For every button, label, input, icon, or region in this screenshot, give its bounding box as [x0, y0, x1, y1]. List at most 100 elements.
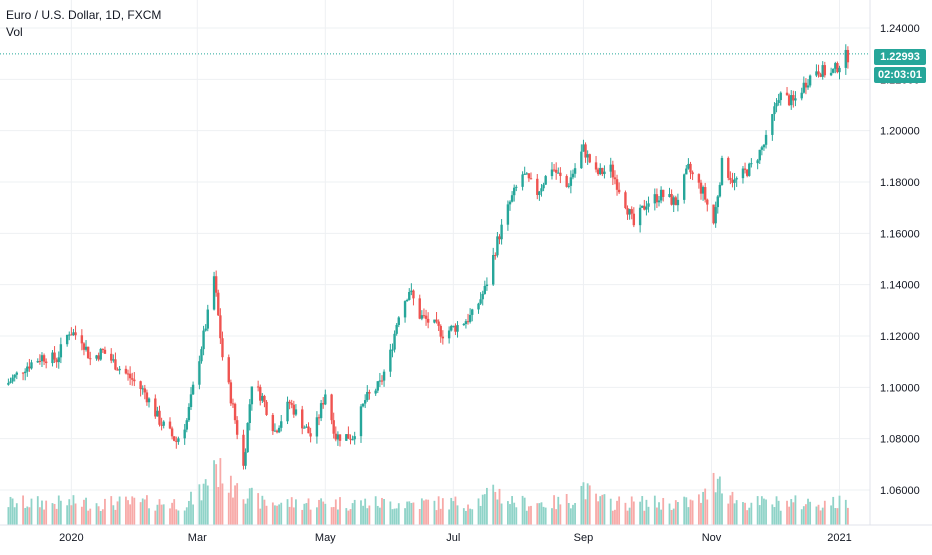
volume-bar: [618, 496, 621, 525]
volume-bar: [391, 509, 394, 525]
volume-bar: [674, 500, 677, 525]
volume-bar: [116, 501, 119, 525]
volume-bar: [427, 499, 430, 525]
volume-bar: [43, 509, 45, 525]
volume-bar: [832, 496, 835, 525]
volume-bar: [802, 506, 805, 525]
candle-body: [162, 421, 165, 426]
volume-bar: [847, 507, 849, 525]
volume-bar: [347, 510, 350, 525]
volume-bar: [660, 509, 663, 525]
volume-bar: [481, 494, 484, 525]
candle-body: [154, 398, 157, 417]
volume-bar: [572, 504, 574, 525]
candle-body: [7, 382, 10, 385]
volume-bar: [26, 506, 29, 525]
candle-body: [741, 168, 745, 179]
candle-body: [802, 82, 806, 93]
volume-bar: [553, 495, 555, 525]
candle-body: [51, 352, 54, 364]
candle-body: [307, 426, 310, 434]
time-axis[interactable]: 2020 Mar May Jul Sep Nov 2021: [0, 524, 932, 544]
volume-bar: [702, 491, 704, 525]
candle-body: [790, 95, 793, 106]
candle-body: [99, 348, 102, 360]
candle-body: [714, 207, 717, 224]
volume-bar: [353, 499, 356, 525]
candle-body: [405, 299, 409, 302]
candle-body: [139, 381, 142, 389]
candle-body: [573, 168, 577, 174]
volume-bar: [389, 501, 392, 525]
volume-bar: [830, 505, 833, 525]
candle-body: [829, 72, 833, 76]
candle-body: [492, 255, 495, 285]
candle-body: [712, 204, 715, 224]
candle-body: [435, 319, 438, 322]
volume-bar: [538, 503, 541, 525]
candle-body: [733, 179, 736, 183]
candle-body: [116, 369, 119, 371]
candle-body: [204, 328, 207, 331]
candle-body: [529, 178, 533, 180]
candle-body: [68, 334, 71, 336]
volume-bar: [792, 502, 795, 525]
time-tick-label: Jul: [446, 532, 460, 544]
volume-bar: [274, 505, 276, 525]
volume-bar: [204, 479, 207, 525]
candle-body: [40, 355, 44, 362]
candle-body: [286, 401, 289, 422]
volume-bar: [80, 506, 83, 525]
price-tick-label: 1.14000: [880, 280, 920, 292]
candle-body: [349, 438, 352, 440]
candle-body: [277, 427, 281, 433]
candle-body: [206, 309, 209, 329]
candle-body: [89, 358, 92, 360]
volume-bar: [200, 500, 203, 525]
candle-body: [567, 185, 570, 187]
candle-body: [506, 204, 510, 225]
candle-body: [21, 372, 25, 374]
candle-body: [689, 163, 692, 173]
volume-bar: [800, 509, 803, 525]
candle-body: [309, 433, 312, 437]
volume-bar: [523, 497, 526, 525]
volume-bar: [85, 497, 87, 525]
candle-body: [540, 188, 543, 192]
price-axis[interactable]: 1.240001.220001.200001.180001.160001.140…: [869, 0, 920, 525]
price-tick-label: 1.16000: [880, 228, 920, 240]
volume-bar: [530, 505, 532, 525]
candle-body: [439, 325, 442, 337]
volume-bar: [465, 510, 467, 525]
candle-body: [263, 395, 266, 402]
candle-body: [84, 346, 88, 350]
volume-bar: [542, 506, 545, 525]
volume-bar: [641, 496, 644, 525]
candle-body: [527, 173, 531, 179]
candle-body: [466, 321, 470, 323]
volume-bar: [700, 502, 702, 525]
volume-bar: [691, 500, 694, 525]
volume-bar: [364, 498, 367, 525]
volume-bar: [425, 499, 427, 525]
candle-body: [191, 384, 195, 395]
volume-bar: [469, 508, 472, 525]
candle-body: [718, 184, 722, 197]
candle-body: [422, 315, 426, 317]
volume-bar: [57, 495, 60, 525]
candle-body: [36, 361, 39, 363]
volume-bar: [263, 499, 266, 525]
candle-body: [74, 332, 77, 336]
volume-bar: [158, 499, 161, 525]
candle-body: [638, 207, 642, 226]
volume-bar: [653, 495, 656, 525]
volume-bar: [7, 507, 10, 525]
volume-bar: [441, 498, 444, 525]
volume-bar: [809, 501, 812, 525]
candle-body: [580, 151, 583, 169]
candle-body: [641, 205, 644, 208]
volume-bar: [418, 509, 421, 525]
volume-bar: [87, 510, 90, 525]
